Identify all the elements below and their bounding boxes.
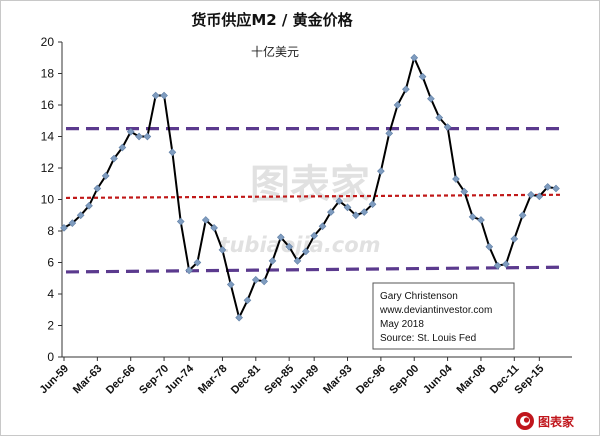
data-point xyxy=(410,53,419,62)
reference-line-1 xyxy=(65,193,563,200)
data-point xyxy=(185,266,193,275)
watermark-cn-text: 图表家 xyxy=(250,162,370,208)
y-tick-label: 16 xyxy=(41,98,55,112)
data-point xyxy=(235,313,243,322)
data-point xyxy=(543,183,552,191)
data-point xyxy=(201,216,210,224)
data-point xyxy=(318,222,327,231)
annotation-box: Gary Christenson www.deviantinvestor.com… xyxy=(372,282,515,350)
data-point xyxy=(310,231,318,240)
data-point xyxy=(418,72,427,81)
chart-subtitle: 十亿美元 xyxy=(251,44,299,59)
data-point xyxy=(268,257,277,265)
data-point xyxy=(368,200,377,209)
annotation-line-2: May 2018 xyxy=(380,319,424,330)
data-point xyxy=(360,208,369,216)
data-point xyxy=(218,246,227,254)
data-point xyxy=(151,91,160,100)
data-point xyxy=(260,277,268,286)
data-point xyxy=(226,280,235,289)
data-point xyxy=(452,175,460,183)
data-point xyxy=(460,187,469,196)
data-point xyxy=(210,224,218,232)
data-point xyxy=(68,219,77,227)
annotation-line-0: Gary Christenson xyxy=(380,291,458,302)
data-point xyxy=(535,192,544,201)
data-point xyxy=(85,201,93,210)
annotation-border xyxy=(372,282,515,350)
data-point xyxy=(527,190,535,199)
chart-title: 货币供应M2 / 黄金价格 xyxy=(191,11,353,29)
data-point xyxy=(110,154,118,163)
data-point xyxy=(352,211,360,220)
data-point xyxy=(343,203,352,212)
data-point xyxy=(385,129,394,138)
data-point xyxy=(135,132,143,141)
y-tick-label: 6 xyxy=(47,256,54,270)
data-point xyxy=(393,101,402,109)
annotation-line-3: Source: St. Louis Fed xyxy=(380,333,476,344)
data-point xyxy=(76,211,85,220)
data-point xyxy=(285,242,293,251)
data-point xyxy=(126,127,135,136)
brand-logo: 图表家 xyxy=(516,412,575,430)
data-point xyxy=(510,235,519,243)
y-tick-label: 20 xyxy=(41,35,55,49)
y-tick-label: 10 xyxy=(41,193,55,207)
y-tick-label: 0 xyxy=(47,350,54,364)
data-point xyxy=(327,208,335,216)
data-point xyxy=(493,261,502,270)
data-point xyxy=(443,123,452,131)
data-point xyxy=(193,258,202,267)
logo-text: 图表家 xyxy=(538,414,575,429)
data-point xyxy=(243,296,252,305)
data-point xyxy=(427,94,435,103)
y-tick-label: 18 xyxy=(41,67,55,81)
data-point xyxy=(477,216,485,224)
red-swirl-logo-icon xyxy=(516,412,534,430)
data-point xyxy=(176,217,185,226)
data-point xyxy=(402,85,410,94)
data-point xyxy=(518,211,527,220)
annotation-line-1: www.deviantinvestor.com xyxy=(379,305,492,316)
y-tick-label: 4 xyxy=(47,287,54,301)
data-point xyxy=(93,184,102,193)
data-point xyxy=(118,143,127,152)
watermark: 图表家 tubiaojia.com xyxy=(219,162,380,257)
data-point xyxy=(377,167,385,175)
data-point xyxy=(143,132,152,141)
y-tick-label: 14 xyxy=(41,130,55,144)
y-tick-label: 2 xyxy=(47,319,54,333)
data-point xyxy=(101,172,110,180)
reference-line-2 xyxy=(65,265,563,274)
data-point xyxy=(502,260,510,268)
data-point xyxy=(302,247,310,256)
series-group xyxy=(60,53,560,322)
y-tick-label: 8 xyxy=(47,224,54,238)
data-point xyxy=(276,233,285,242)
data-point xyxy=(468,213,477,221)
data-point xyxy=(160,91,168,100)
data-point xyxy=(60,224,68,232)
data-point xyxy=(293,257,302,265)
data-point xyxy=(335,197,344,205)
data-point xyxy=(435,113,444,122)
data-point xyxy=(168,148,177,157)
watermark-en-text: tubiaojia.com xyxy=(219,233,380,257)
data-point xyxy=(251,276,260,284)
data-point xyxy=(552,184,560,193)
data-point xyxy=(485,242,494,251)
y-tick-label: 12 xyxy=(41,161,55,175)
